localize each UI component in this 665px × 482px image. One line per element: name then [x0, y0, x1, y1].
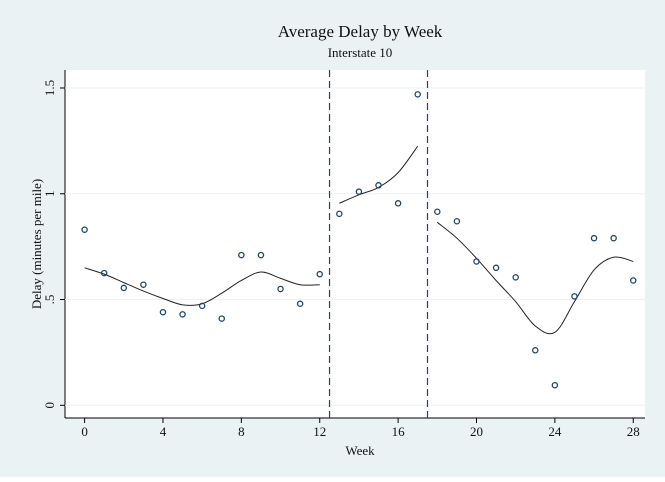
- data-point: [590, 234, 598, 242]
- x-tick-label: 16: [392, 424, 406, 439]
- data-point: [394, 200, 402, 207]
- data-point: [179, 311, 186, 318]
- data-point: [414, 91, 421, 98]
- x-tick-label: 20: [470, 424, 483, 439]
- y-tick-label: 1.5: [42, 80, 57, 96]
- data-point: [277, 285, 284, 293]
- data-point: [453, 218, 461, 225]
- data-point: [316, 270, 323, 278]
- x-tick-label: 28: [627, 424, 640, 439]
- x-axis-label: Week: [345, 443, 375, 458]
- data-point: [336, 210, 343, 218]
- data-point: [198, 302, 206, 310]
- y-axis-label: Delay (minutes per mile): [29, 179, 44, 309]
- x-tick-label: 8: [238, 424, 245, 439]
- data-point: [629, 277, 637, 284]
- x-tick-label: 24: [548, 424, 562, 439]
- data-point: [473, 258, 480, 265]
- data-point: [238, 251, 245, 259]
- chart-subtitle: Interstate 10: [328, 45, 393, 60]
- x-tick-label: 4: [160, 424, 167, 439]
- data-point: [159, 308, 167, 316]
- data-point: [512, 274, 519, 281]
- data-point: [375, 182, 382, 189]
- data-point: [571, 293, 578, 300]
- data-point: [296, 300, 304, 308]
- data-point: [100, 269, 108, 277]
- data-point: [532, 347, 539, 354]
- data-point: [120, 284, 128, 292]
- y-tick-label: 0: [42, 402, 57, 409]
- data-point: [257, 251, 265, 259]
- data-point: [81, 226, 88, 233]
- data-point: [492, 264, 500, 272]
- fit-line: [436, 221, 634, 335]
- y-tick-label: .5: [42, 295, 57, 305]
- x-tick-label: 12: [313, 424, 326, 439]
- data-point: [140, 281, 147, 288]
- data-point: [355, 188, 363, 195]
- plot-region: [65, 70, 645, 418]
- data-point: [218, 315, 226, 322]
- data-point: [610, 234, 617, 242]
- y-tick-label: 1: [42, 191, 57, 198]
- data-point: [551, 381, 559, 389]
- chart-title: Average Delay by Week: [278, 22, 443, 41]
- data-point: [434, 208, 441, 215]
- x-tick-label: 0: [81, 424, 88, 439]
